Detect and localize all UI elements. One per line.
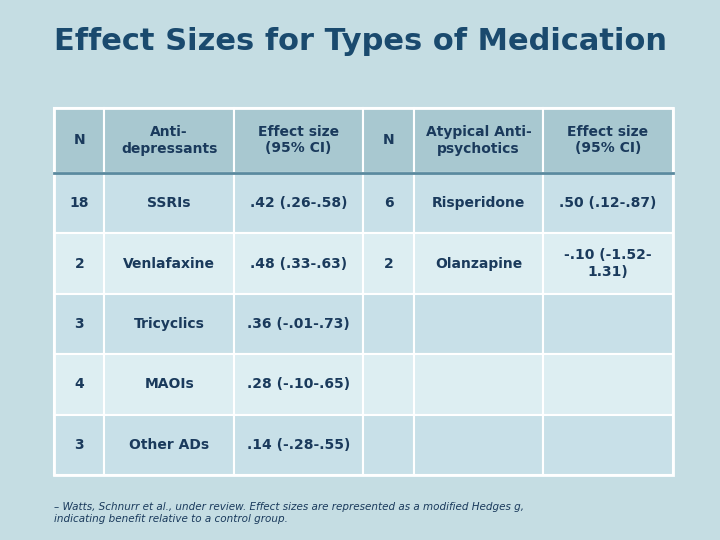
- FancyBboxPatch shape: [234, 354, 364, 415]
- Text: SSRIs: SSRIs: [148, 196, 191, 210]
- FancyBboxPatch shape: [543, 354, 672, 415]
- Text: MAOIs: MAOIs: [144, 377, 194, 392]
- FancyBboxPatch shape: [414, 173, 543, 233]
- FancyBboxPatch shape: [54, 294, 104, 354]
- FancyBboxPatch shape: [364, 415, 414, 475]
- FancyBboxPatch shape: [414, 294, 543, 354]
- FancyBboxPatch shape: [414, 233, 543, 294]
- Text: Anti-
depressants: Anti- depressants: [121, 125, 217, 156]
- Text: Olanzapine: Olanzapine: [435, 256, 522, 271]
- Text: 2: 2: [384, 256, 393, 271]
- Text: -.10 (-1.52-
1.31): -.10 (-1.52- 1.31): [564, 248, 652, 279]
- FancyBboxPatch shape: [54, 354, 104, 415]
- FancyBboxPatch shape: [543, 233, 672, 294]
- FancyBboxPatch shape: [234, 233, 364, 294]
- Text: 6: 6: [384, 196, 393, 210]
- Text: 2: 2: [74, 256, 84, 271]
- FancyBboxPatch shape: [104, 294, 234, 354]
- FancyBboxPatch shape: [543, 294, 672, 354]
- FancyBboxPatch shape: [234, 173, 364, 233]
- FancyBboxPatch shape: [364, 173, 414, 233]
- FancyBboxPatch shape: [234, 108, 364, 173]
- Text: 3: 3: [74, 317, 84, 331]
- FancyBboxPatch shape: [364, 108, 414, 173]
- FancyBboxPatch shape: [234, 415, 364, 475]
- Text: .36 (-.01-.73): .36 (-.01-.73): [247, 317, 350, 331]
- Text: Effect Sizes for Types of Medication: Effect Sizes for Types of Medication: [53, 27, 667, 56]
- FancyBboxPatch shape: [543, 173, 672, 233]
- Text: 4: 4: [74, 377, 84, 392]
- FancyBboxPatch shape: [104, 354, 234, 415]
- FancyBboxPatch shape: [104, 233, 234, 294]
- FancyBboxPatch shape: [364, 354, 414, 415]
- FancyBboxPatch shape: [364, 233, 414, 294]
- Text: Effect size
(95% CI): Effect size (95% CI): [258, 125, 339, 156]
- Text: Effect size
(95% CI): Effect size (95% CI): [567, 125, 649, 156]
- FancyBboxPatch shape: [104, 108, 234, 173]
- Text: N: N: [383, 133, 395, 147]
- Text: .48 (.33-.63): .48 (.33-.63): [250, 256, 347, 271]
- FancyBboxPatch shape: [54, 108, 104, 173]
- FancyBboxPatch shape: [104, 415, 234, 475]
- FancyBboxPatch shape: [414, 108, 543, 173]
- Text: Venlafaxine: Venlafaxine: [123, 256, 215, 271]
- FancyBboxPatch shape: [54, 233, 104, 294]
- Text: Other ADs: Other ADs: [129, 438, 210, 452]
- FancyBboxPatch shape: [543, 415, 672, 475]
- Text: Risperidone: Risperidone: [432, 196, 525, 210]
- FancyBboxPatch shape: [104, 173, 234, 233]
- Text: N: N: [73, 133, 85, 147]
- Text: 3: 3: [74, 438, 84, 452]
- Text: Tricyclics: Tricyclics: [134, 317, 204, 331]
- Text: .14 (-.28-.55): .14 (-.28-.55): [247, 438, 351, 452]
- FancyBboxPatch shape: [414, 354, 543, 415]
- FancyBboxPatch shape: [54, 173, 104, 233]
- FancyBboxPatch shape: [364, 294, 414, 354]
- Text: 18: 18: [70, 196, 89, 210]
- FancyBboxPatch shape: [54, 415, 104, 475]
- Text: .42 (.26-.58): .42 (.26-.58): [250, 196, 347, 210]
- FancyBboxPatch shape: [543, 108, 672, 173]
- FancyBboxPatch shape: [414, 415, 543, 475]
- Text: – Watts, Schnurr et al., under review. Effect sizes are represented as a modifie: – Watts, Schnurr et al., under review. E…: [54, 502, 524, 524]
- Text: .50 (.12-.87): .50 (.12-.87): [559, 196, 657, 210]
- Text: .28 (-.10-.65): .28 (-.10-.65): [247, 377, 350, 392]
- Text: Atypical Anti-
psychotics: Atypical Anti- psychotics: [426, 125, 531, 156]
- FancyBboxPatch shape: [234, 294, 364, 354]
